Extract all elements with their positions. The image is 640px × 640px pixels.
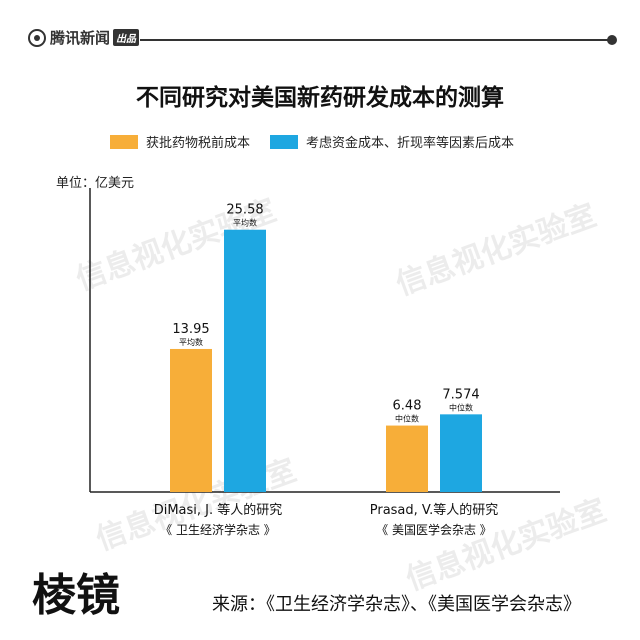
svg-text:棱镜: 棱镜 [32,570,120,618]
bar [386,425,428,492]
data-label: 6.48 [393,399,422,414]
data-note: 平均数 [179,337,203,347]
data-note: 中位数 [449,402,473,412]
x-tick-sublabel: 《 美国医学会杂志 》 [376,522,492,537]
legend-swatch-blue [270,134,298,149]
x-tick-label: DiMasi, J. 等人的研究 [154,502,283,518]
top-bar: 腾讯新闻 出品 [0,0,640,80]
legend-label: 获批药物税前成本 [146,136,251,151]
x-tick-label: Prasad, V.等人的研究 [370,502,499,518]
bar [440,414,482,492]
brand: 腾讯新闻 出品 [28,27,140,48]
bar [224,229,266,492]
header-divider-dot [607,35,617,45]
chart-title: 不同研究对美国新药研发成本的测算 [136,85,504,111]
source-note: 来源：《卫生经济学杂志》、《美国医学会杂志》 [212,594,581,615]
legend-item-adjusted: 考虑资金成本、折现率等因素后成本 [270,132,514,151]
brand-name: 腾讯新闻 [50,29,111,47]
x-tick-sublabel: 《 卫生经济学杂志 》 [160,522,276,537]
chart-legend: 获批药物税前成本 考虑资金成本、折现率等因素后成本 [0,132,640,152]
bar [170,348,212,492]
unit-label: 单位：亿美元 [56,176,135,191]
data-note: 中位数 [395,414,419,424]
brand-tag: 出品 [113,29,140,46]
tencent-news-logo-icon [28,28,46,47]
header-divider [140,39,610,41]
legend-item-pretax: 获批药物税前成本 [110,132,250,151]
data-note: 平均数 [233,218,257,228]
legend-swatch-orange [110,134,138,149]
legend-label: 考虑资金成本、折现率等因素后成本 [306,136,515,151]
data-label: 25.58 [226,203,263,218]
data-label: 7.574 [442,387,479,402]
data-label: 13.95 [172,322,209,337]
prism-logo: 棱镜 [32,570,120,618]
